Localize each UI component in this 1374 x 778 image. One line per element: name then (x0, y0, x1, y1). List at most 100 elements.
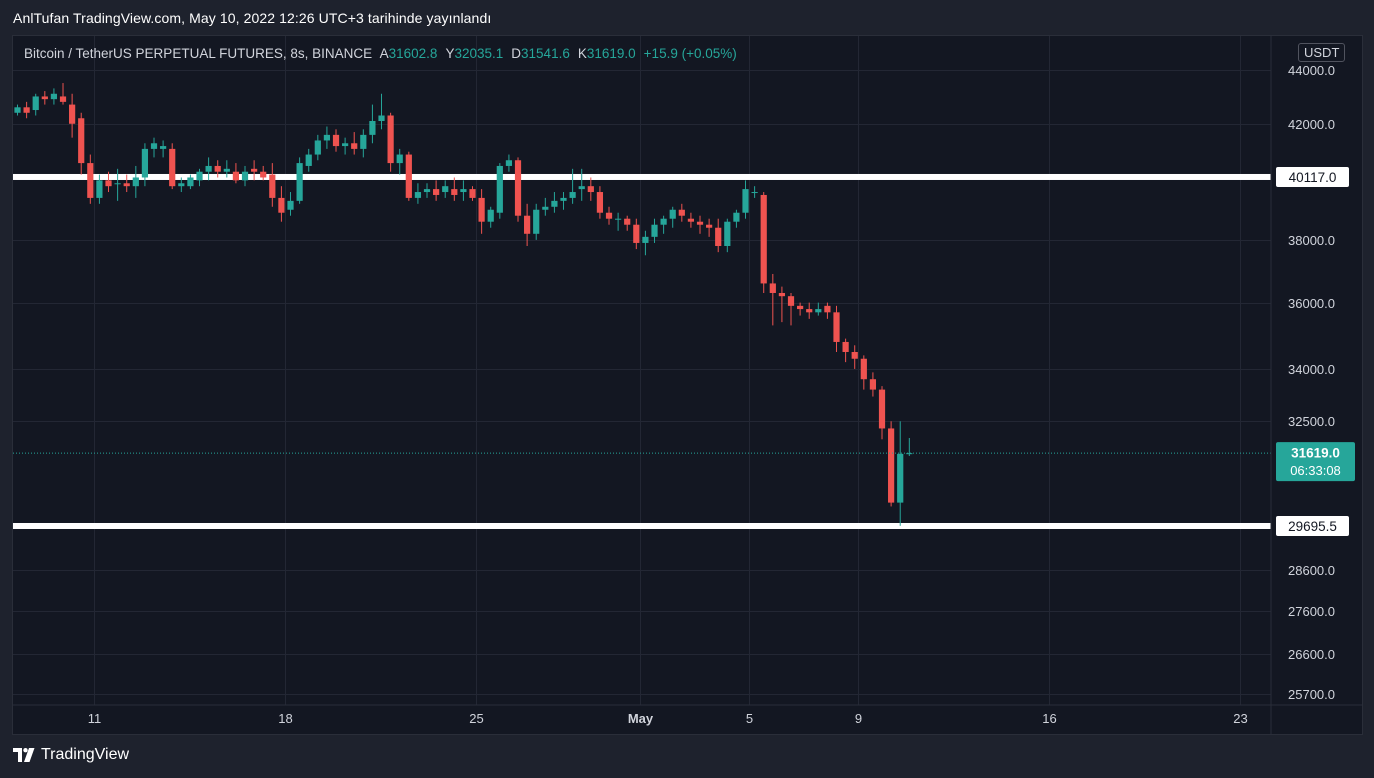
currency-button[interactable]: USDT (1298, 43, 1346, 62)
candle-up[interactable] (114, 168, 121, 201)
candle-up[interactable] (560, 192, 567, 210)
candle-up[interactable] (141, 143, 149, 187)
candle-down[interactable] (715, 218, 722, 253)
candle-up[interactable] (314, 134, 321, 161)
candle-down[interactable] (387, 112, 394, 172)
candle-down[interactable] (842, 338, 849, 363)
candle-up[interactable] (50, 88, 58, 105)
candle-down[interactable] (78, 112, 85, 175)
candle-down[interactable] (760, 192, 767, 293)
candle-up[interactable] (160, 140, 167, 158)
candle-down[interactable] (260, 165, 267, 181)
candle-up[interactable] (132, 165, 139, 198)
candle-down[interactable] (687, 212, 695, 228)
candle-up[interactable] (897, 421, 904, 526)
candle-down[interactable] (824, 302, 831, 319)
candle-up[interactable] (906, 438, 913, 457)
candle-down[interactable] (278, 186, 285, 222)
candle-down[interactable] (251, 160, 258, 181)
candle-up[interactable] (533, 203, 540, 240)
candle-down[interactable] (869, 372, 877, 397)
candle-up[interactable] (751, 186, 758, 198)
candle-down[interactable] (851, 345, 858, 369)
candle-down[interactable] (596, 186, 604, 219)
candle-down[interactable] (605, 206, 613, 225)
candle-down[interactable] (405, 151, 412, 201)
candle-down[interactable] (269, 163, 276, 207)
candle-up[interactable] (460, 180, 467, 201)
candle-down[interactable] (87, 154, 94, 204)
candlestick-chart[interactable]: 44000.0 42000.0 38000.0 36000.0 34000.0 32500… (13, 36, 1362, 734)
candle-up[interactable] (223, 160, 230, 178)
candle-down[interactable] (587, 177, 594, 201)
candle-up[interactable] (196, 168, 203, 187)
candle-down[interactable] (69, 93, 76, 138)
candle-down[interactable] (332, 129, 340, 152)
candle-up[interactable] (360, 129, 367, 158)
candle-down[interactable] (769, 273, 776, 326)
candle-down[interactable] (105, 171, 112, 193)
candle-down[interactable] (524, 203, 531, 247)
candle-down[interactable] (678, 203, 685, 222)
candle-down[interactable] (351, 132, 358, 155)
candle-up[interactable] (369, 104, 376, 144)
candle-up[interactable] (551, 192, 558, 213)
candle-down[interactable] (833, 305, 840, 352)
candle-up[interactable] (342, 137, 349, 155)
candle-up[interactable] (615, 212, 622, 231)
candle-down[interactable] (860, 355, 867, 390)
candle-down[interactable] (514, 157, 522, 222)
tradingview-logo[interactable]: TradingView (13, 746, 129, 764)
candle-up[interactable] (423, 183, 431, 198)
candle-down[interactable] (878, 386, 886, 440)
candle-up[interactable] (487, 206, 494, 228)
candle-down[interactable] (451, 177, 458, 201)
candle-up[interactable] (660, 215, 667, 234)
candle-up[interactable] (305, 148, 312, 172)
candle-up[interactable] (150, 137, 158, 158)
level-line[interactable] (13, 522, 1271, 529)
candle-up[interactable] (542, 197, 549, 216)
candle-up[interactable] (378, 93, 385, 130)
candle-up[interactable] (642, 230, 649, 256)
candle-down[interactable] (59, 83, 67, 105)
candle-up[interactable] (323, 126, 331, 149)
level-line[interactable] (13, 173, 1271, 180)
candle-down[interactable] (433, 180, 440, 201)
candle-up[interactable] (442, 180, 449, 198)
candle-up[interactable] (742, 180, 749, 219)
candle-down[interactable] (478, 189, 485, 234)
candle-up[interactable] (32, 93, 39, 116)
candle-up[interactable] (296, 157, 303, 204)
candle-up[interactable] (724, 218, 731, 253)
candle-up[interactable] (651, 218, 658, 243)
candle-up[interactable] (669, 206, 676, 228)
candle-up[interactable] (241, 165, 249, 187)
candle-up[interactable] (505, 154, 513, 172)
candle-down[interactable] (633, 218, 640, 250)
candle-up[interactable] (187, 174, 194, 190)
candle-up[interactable] (496, 163, 503, 219)
price-axis[interactable]: 44000.0 42000.0 38000.0 36000.0 34000.0 32500… (1288, 63, 1335, 702)
candle-down[interactable] (888, 421, 895, 507)
candle-up[interactable] (414, 183, 422, 204)
candle-down[interactable] (696, 215, 704, 234)
candle-down[interactable] (624, 215, 631, 231)
time-axis[interactable]: 11 18 25 May 5 9 16 23 (88, 711, 1248, 726)
candle-down[interactable] (232, 163, 240, 184)
candle-up[interactable] (578, 168, 585, 201)
candle-up[interactable] (14, 104, 21, 116)
candle-down[interactable] (214, 160, 221, 178)
candle-down[interactable] (797, 302, 804, 316)
candle-down[interactable] (469, 186, 476, 201)
candle-up[interactable] (733, 209, 740, 228)
candle-up[interactable] (96, 174, 103, 204)
candle-down[interactable] (123, 174, 130, 193)
candle-down[interactable] (41, 91, 48, 105)
candle-up[interactable] (396, 148, 403, 175)
candle-down[interactable] (787, 292, 795, 326)
candle-up[interactable] (205, 157, 212, 181)
candle-down[interactable] (778, 286, 786, 323)
candle-down[interactable] (706, 218, 713, 237)
candle-up[interactable] (569, 168, 576, 204)
